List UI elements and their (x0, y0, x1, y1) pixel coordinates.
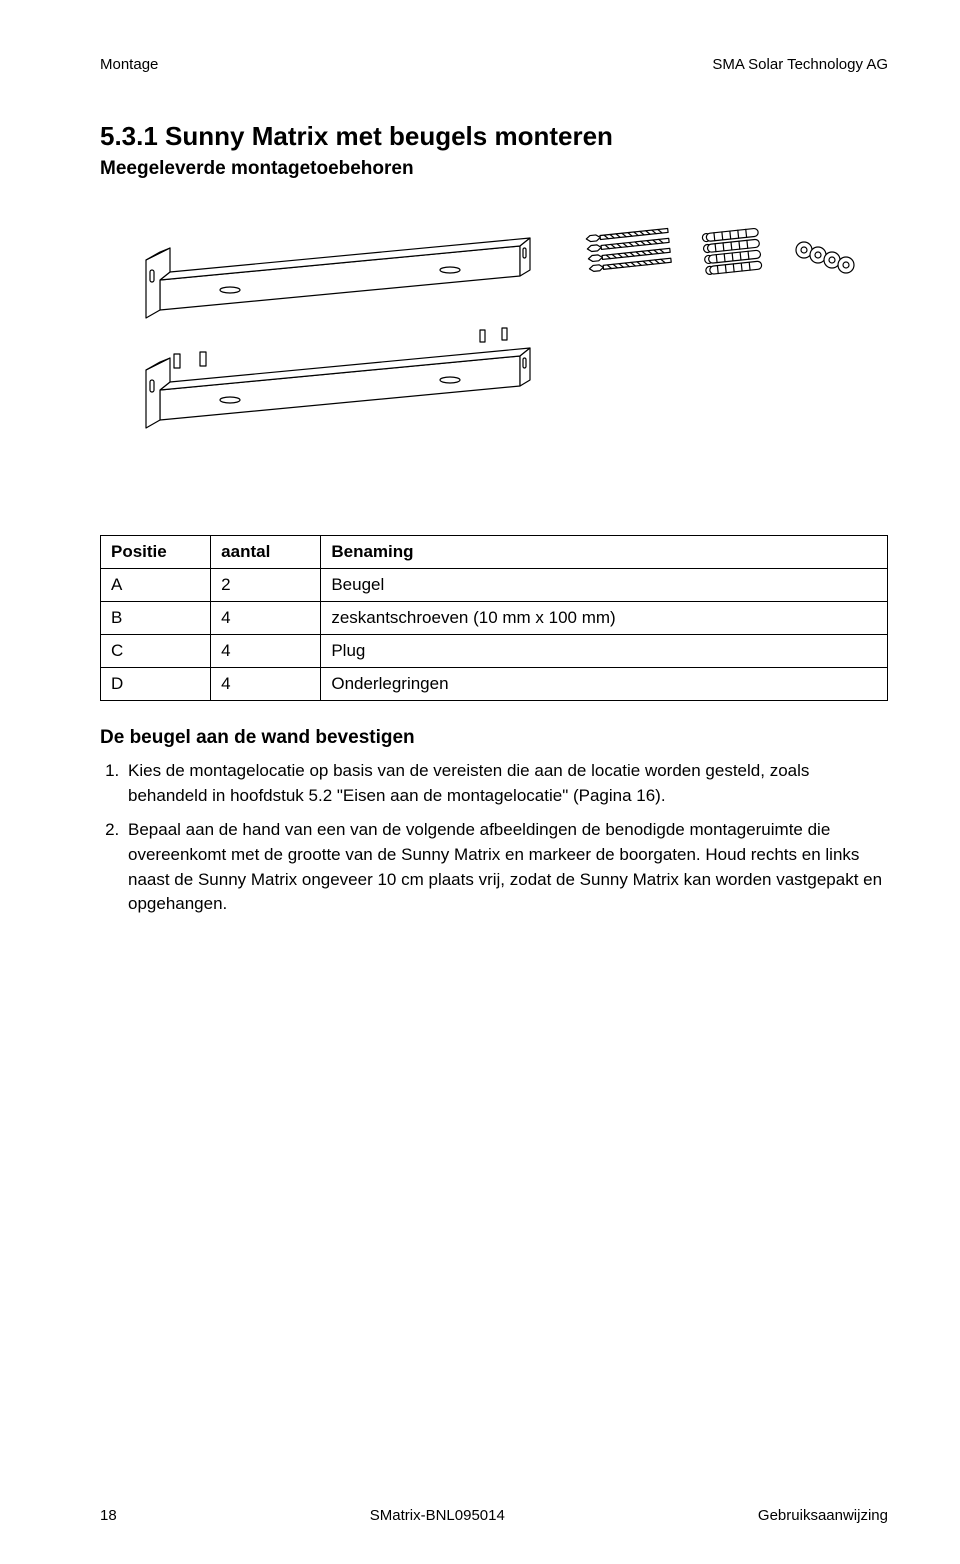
washers (796, 242, 854, 273)
th-pos: Positie (101, 536, 211, 569)
diagram-svg: A (100, 200, 880, 500)
diagram-label-c: C (728, 203, 742, 225)
wall-plugs (702, 228, 762, 275)
footer-right: Gebruiksaanwijzing (758, 1507, 888, 1524)
parts-diagram: A (100, 200, 888, 505)
table-row: D 4 Onderlegringen (101, 668, 888, 701)
table-row: A 2 Beugel (101, 569, 888, 602)
footer: 18 SMatrix-BNL095014 Gebruiksaanwijzing (100, 1507, 888, 1524)
th-qty: aantal (211, 536, 321, 569)
header-right: SMA Solar Technology AG (712, 56, 888, 73)
diagram-label-d: D (824, 203, 838, 225)
parts-table: Positie aantal Benaming A 2 Beugel B 4 z… (100, 535, 888, 701)
subsection-title: De beugel aan de wand bevestigen (100, 727, 888, 749)
header-left: Montage (100, 56, 158, 73)
bracket-upper (146, 238, 530, 318)
step-item: Bepaal aan de hand van een van de volgen… (124, 818, 888, 917)
hex-screws (586, 227, 671, 271)
table-row: B 4 zeskantschroeven (10 mm x 100 mm) (101, 602, 888, 635)
section-subtitle: Meegeleverde montagetoebehoren (100, 158, 888, 180)
steps-list: Kies de montagelocatie op basis van de v… (100, 759, 888, 917)
diagram-label-a: A (344, 205, 358, 227)
running-header: Montage SMA Solar Technology AG (100, 56, 888, 73)
section-title: 5.3.1 Sunny Matrix met beugels monteren (100, 121, 888, 152)
table-row: C 4 Plug (101, 635, 888, 668)
footer-code: SMatrix-BNL095014 (370, 1507, 505, 1524)
table-header-row: Positie aantal Benaming (101, 536, 888, 569)
th-name: Benaming (321, 536, 888, 569)
bracket-lower (146, 328, 530, 428)
page: Montage SMA Solar Technology AG 5.3.1 Su… (0, 0, 960, 1564)
step-item: Kies de montagelocatie op basis van de v… (124, 759, 888, 808)
diagram-label-b: B (620, 203, 633, 225)
page-number: 18 (100, 1507, 117, 1524)
